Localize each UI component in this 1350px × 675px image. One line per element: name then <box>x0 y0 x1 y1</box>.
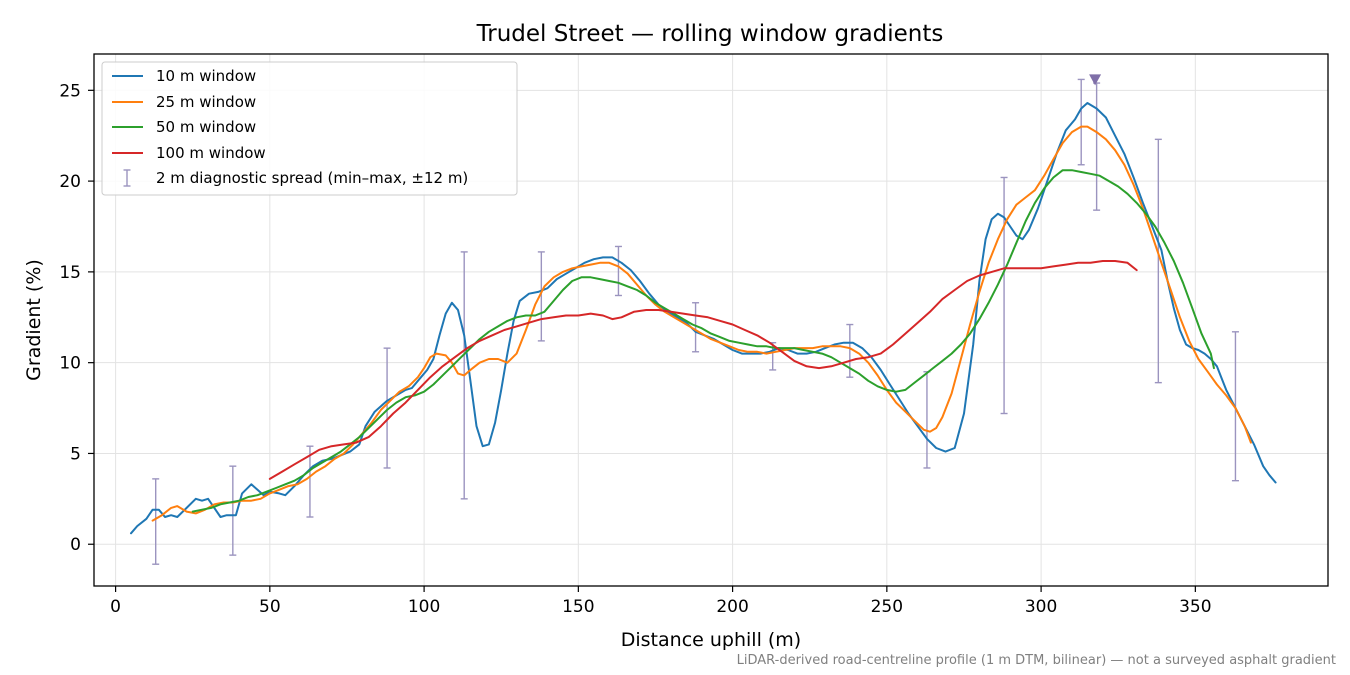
x-tick-label: 250 <box>871 597 903 617</box>
legend-label: 50 m window <box>156 118 256 136</box>
errorbar <box>1154 138 1162 384</box>
series-lines <box>130 102 1277 535</box>
y-axis-label: Gradient (%) <box>23 259 45 381</box>
x-tick-label: 200 <box>716 597 748 617</box>
series-line-4 <box>268 260 1138 480</box>
chart-title: Trudel Street — rolling window gradients <box>476 21 944 47</box>
series-line-2 <box>151 125 1252 522</box>
x-axis-label: Distance uphill (m) <box>621 629 801 651</box>
x-tick-label: 50 <box>259 597 281 617</box>
errorbar <box>152 478 160 565</box>
legend: 10 m window 25 m window 50 m window 100 m w… <box>101 61 518 196</box>
legend-label: 25 m window <box>156 93 256 111</box>
errorbar <box>1093 82 1101 211</box>
legend-label: 100 m window <box>156 144 266 162</box>
y-tick-label: 10 <box>59 354 81 374</box>
errorbar <box>537 251 545 342</box>
x-tick-label: 0 <box>110 597 121 617</box>
errorbar <box>229 465 237 556</box>
series-line-3 <box>191 169 1215 513</box>
errorbar <box>1077 78 1085 166</box>
peak-marker <box>1089 74 1102 86</box>
y-tick-label: 5 <box>70 444 81 464</box>
x-tick-label: 350 <box>1179 597 1211 617</box>
legend-label: 10 m window <box>156 67 256 85</box>
x-tick-label: 100 <box>408 597 440 617</box>
errorbar <box>383 347 391 469</box>
x-tick-label: 150 <box>562 597 594 617</box>
errorbar <box>306 445 314 518</box>
y-tick-label: 15 <box>59 263 81 283</box>
errorbar <box>692 302 700 353</box>
legend-label: 2 m diagnostic spread (min–max, ±12 m) <box>156 169 468 187</box>
x-tick-label: 300 <box>1025 597 1057 617</box>
y-tick-label: 20 <box>59 172 81 192</box>
y-tick-label: 25 <box>59 81 81 101</box>
footnote: LiDAR-derived road-centreline profile (1… <box>737 653 1336 668</box>
legend-box <box>101 61 518 196</box>
errorbar <box>614 245 622 297</box>
y-tick-label: 0 <box>70 535 81 555</box>
errorbar <box>1000 176 1008 415</box>
peak-marker-layer <box>1089 74 1102 86</box>
axis-ticks: 0 50 100 150 200 250 300 350 0 5 10 15 20 25 <box>59 81 1211 617</box>
plot-frame <box>93 53 1329 587</box>
